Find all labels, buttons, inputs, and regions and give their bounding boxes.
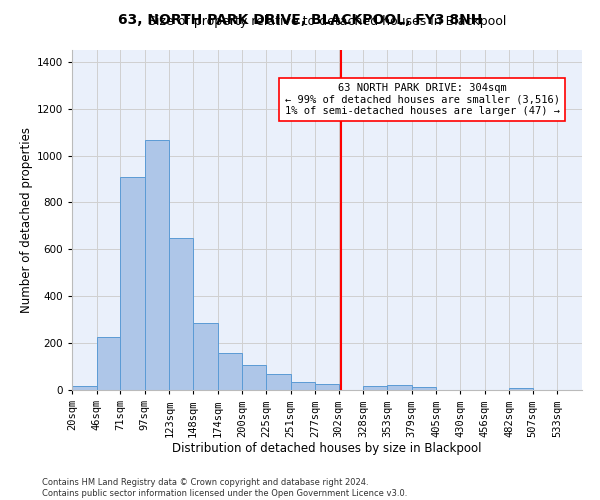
Bar	[509, 388, 533, 390]
Bar	[412, 387, 436, 390]
Bar	[290, 382, 315, 390]
Title: Size of property relative to detached houses in Blackpool: Size of property relative to detached ho…	[148, 15, 506, 28]
Bar	[145, 140, 169, 390]
Bar	[193, 323, 218, 390]
Bar	[364, 386, 387, 390]
Bar	[266, 374, 290, 390]
Text: 63, NORTH PARK DRIVE, BLACKPOOL, FY3 8NH: 63, NORTH PARK DRIVE, BLACKPOOL, FY3 8NH	[118, 12, 482, 26]
Bar	[97, 337, 120, 390]
Y-axis label: Number of detached properties: Number of detached properties	[20, 127, 32, 313]
X-axis label: Distribution of detached houses by size in Blackpool: Distribution of detached houses by size …	[172, 442, 482, 455]
Bar	[169, 238, 193, 390]
Text: Contains HM Land Registry data © Crown copyright and database right 2024.
Contai: Contains HM Land Registry data © Crown c…	[42, 478, 407, 498]
Bar	[218, 353, 242, 390]
Bar	[120, 176, 145, 390]
Bar	[242, 365, 266, 390]
Bar	[387, 386, 412, 390]
Text: 63 NORTH PARK DRIVE: 304sqm
← 99% of detached houses are smaller (3,516)
1% of s: 63 NORTH PARK DRIVE: 304sqm ← 99% of det…	[284, 83, 560, 116]
Bar	[315, 384, 339, 390]
Bar	[72, 386, 97, 390]
